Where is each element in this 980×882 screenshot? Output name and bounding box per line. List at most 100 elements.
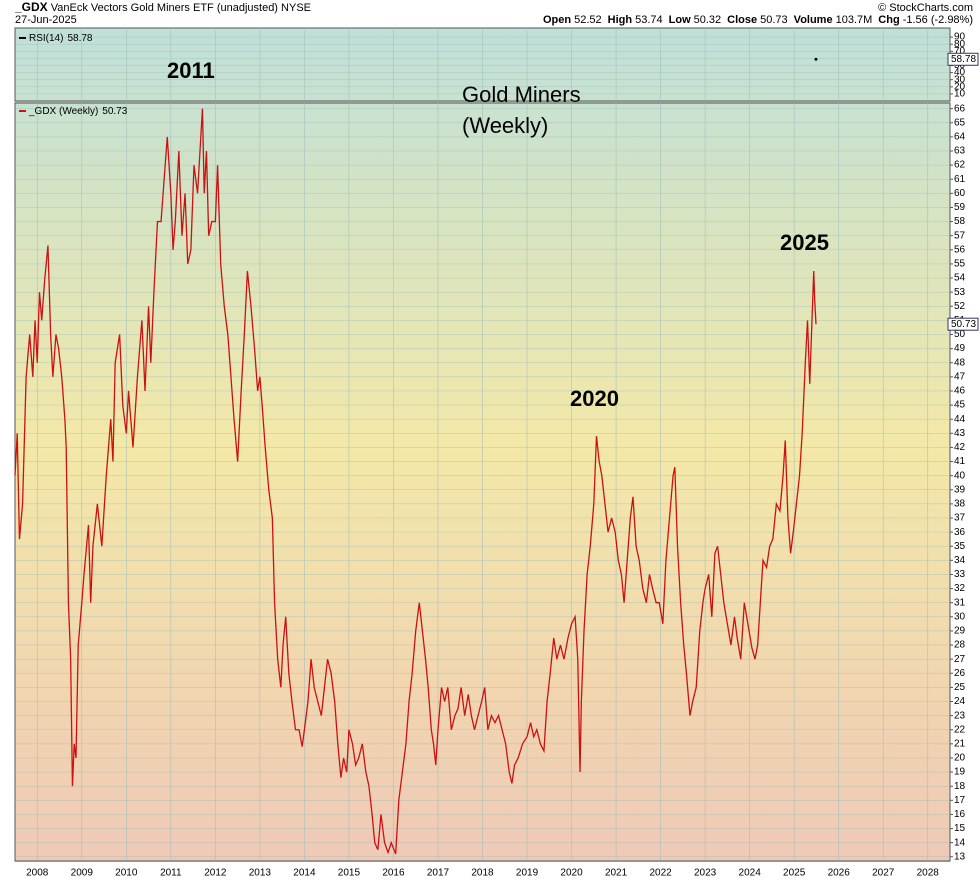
y-tick-label: 59: [954, 202, 966, 213]
y-tick-label: 42: [954, 442, 966, 453]
legend-name: RSI(14): [29, 33, 63, 44]
y-tick-label: 30: [954, 74, 966, 85]
x-tick-label: 2009: [71, 868, 94, 879]
copyright: © StockCharts.com: [878, 2, 973, 14]
quote-value: 52.52: [574, 14, 602, 26]
y-tick-label: 65: [954, 117, 966, 128]
y-tick-label: 29: [954, 626, 966, 637]
legend-value: 58.78: [67, 33, 92, 44]
x-tick-label: 2008: [26, 868, 49, 879]
symbol: _GDX: [14, 0, 48, 14]
x-tick-label: 2025: [783, 868, 806, 879]
y-tick-label: 47: [954, 371, 966, 382]
y-tick-label: 48: [954, 357, 966, 368]
last-value-label: 58.78: [951, 54, 976, 65]
y-tick-label: 61: [954, 174, 966, 185]
last-value-label: 50.73: [951, 319, 976, 330]
quote-value: 50.32: [694, 14, 722, 26]
y-tick-label: 23: [954, 710, 966, 721]
x-tick-label: 2022: [649, 868, 672, 879]
y-tick-label: 28: [954, 640, 966, 651]
y-tick-label: 25: [954, 682, 966, 693]
x-tick-label: 2016: [382, 868, 405, 879]
y-tick-label: 62: [954, 160, 966, 171]
y-tick-label: 37: [954, 513, 966, 524]
y-tick-label: 13: [954, 851, 966, 862]
y-tick-label: 80: [954, 39, 966, 50]
y-tick-label: 21: [954, 738, 966, 749]
quote-value: -1.56 (-2.98%): [903, 14, 973, 26]
y-tick-label: 55: [954, 259, 966, 270]
y-tick-label: 34: [954, 555, 966, 566]
x-tick-label: 2019: [516, 868, 539, 879]
quote-label: Low: [669, 14, 691, 26]
x-tick-label: 2015: [338, 868, 361, 879]
exchange: NYSE: [281, 2, 311, 14]
x-tick-label: 2014: [293, 868, 316, 879]
annotation: Gold Miners: [462, 82, 581, 107]
y-tick-label: 39: [954, 484, 966, 495]
quote-label: High: [608, 14, 633, 26]
annotation: (Weekly): [462, 113, 548, 138]
y-tick-label: 26: [954, 668, 966, 679]
quote-label: Open: [543, 14, 571, 26]
y-tick-label: 35: [954, 541, 966, 552]
y-tick-label: 46: [954, 386, 966, 397]
y-tick-label: 57: [954, 230, 966, 241]
y-tick-label: 14: [954, 837, 966, 848]
y-tick-label: 54: [954, 273, 966, 284]
y-tick-label: 17: [954, 795, 966, 806]
x-tick-label: 2027: [872, 868, 895, 879]
x-tick-label: 2026: [828, 868, 851, 879]
y-tick-label: 43: [954, 428, 966, 439]
x-tick-label: 2017: [427, 868, 450, 879]
price-line: [14, 108, 817, 855]
quote-label: Chg: [878, 14, 899, 26]
indicator-point: [814, 57, 818, 61]
y-tick-label: 41: [954, 456, 966, 467]
x-tick-label: 2011: [160, 868, 182, 879]
security-name: VanEck Vectors Gold Miners ETF (unadjust…: [51, 2, 278, 14]
annotation: 2025: [780, 230, 829, 255]
y-tick-label: 38: [954, 499, 966, 510]
y-tick-label: 56: [954, 244, 966, 255]
x-tick-label: 2024: [739, 868, 762, 879]
y-tick-label: 20: [954, 81, 966, 92]
y-tick-label: 40: [954, 470, 966, 481]
y-tick-label: 33: [954, 569, 966, 580]
x-tick-label: 2023: [694, 868, 717, 879]
annotation: 2011: [167, 58, 215, 83]
y-tick-label: 40: [954, 67, 966, 78]
y-tick-label: 16: [954, 809, 966, 820]
y-tick-label: 20: [954, 753, 966, 764]
quote-line: Open 52.52 High 53.74 Low 50.32 Close 50.73 Volu…: [543, 14, 973, 26]
y-tick-label: 19: [954, 767, 966, 778]
y-tick-label: 53: [954, 287, 966, 298]
y-tick-label: 70: [954, 46, 966, 57]
legend-value: 50.73: [102, 106, 127, 117]
y-tick-label: 31: [954, 597, 966, 608]
y-tick-label: 30: [954, 611, 966, 622]
y-tick-label: 50: [954, 329, 966, 340]
y-tick-label: 52: [954, 301, 966, 312]
y-tick-label: 27: [954, 654, 966, 665]
y-tick-label: 18: [954, 781, 966, 792]
x-tick-label: 2028: [917, 868, 940, 879]
quote-value: 53.74: [635, 14, 663, 26]
y-tick-label: 49: [954, 343, 966, 354]
y-tick-label: 15: [954, 823, 966, 834]
y-tick-label: 32: [954, 583, 966, 594]
x-tick-label: 2021: [605, 868, 628, 879]
y-tick-label: 10: [954, 89, 966, 100]
quote-label: Close: [727, 14, 757, 26]
x-tick-label: 2020: [560, 868, 583, 879]
y-tick-label: 66: [954, 103, 966, 114]
y-tick-label: 45: [954, 400, 966, 411]
y-tick-label: 36: [954, 527, 966, 538]
y-tick-label: 58: [954, 216, 966, 227]
annotation: 2020: [570, 386, 619, 411]
legend-entry: RSI(14) 58.78: [29, 33, 93, 44]
last-value-box: [947, 52, 979, 66]
